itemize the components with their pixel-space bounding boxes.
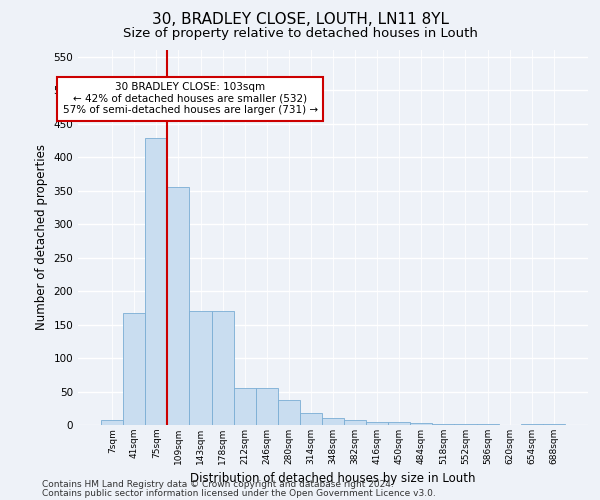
Text: Contains HM Land Registry data © Crown copyright and database right 2024.: Contains HM Land Registry data © Crown c… [42,480,394,489]
Text: Contains public sector information licensed under the Open Government Licence v3: Contains public sector information licen… [42,488,436,498]
Bar [454,424,476,425]
Bar [388,422,410,425]
Bar [145,138,167,425]
Bar [476,424,499,425]
Bar [521,424,543,425]
Bar [366,422,388,425]
Text: Size of property relative to detached houses in Louth: Size of property relative to detached ho… [122,28,478,40]
Bar [123,312,145,425]
Bar [256,388,278,425]
Text: 30 BRADLEY CLOSE: 103sqm
← 42% of detached houses are smaller (532)
57% of semi-: 30 BRADLEY CLOSE: 103sqm ← 42% of detach… [62,82,318,116]
Bar [167,188,190,425]
Text: 30, BRADLEY CLOSE, LOUTH, LN11 8YL: 30, BRADLEY CLOSE, LOUTH, LN11 8YL [151,12,449,28]
Bar [300,413,322,425]
Y-axis label: Number of detached properties: Number of detached properties [35,144,48,330]
Bar [190,311,212,425]
Bar [543,424,565,425]
Bar [410,423,433,425]
Bar [101,420,123,425]
Bar [212,311,233,425]
Bar [344,420,366,425]
Bar [233,388,256,425]
Bar [322,418,344,425]
Bar [433,424,454,425]
Bar [278,400,300,425]
X-axis label: Distribution of detached houses by size in Louth: Distribution of detached houses by size … [190,472,476,486]
